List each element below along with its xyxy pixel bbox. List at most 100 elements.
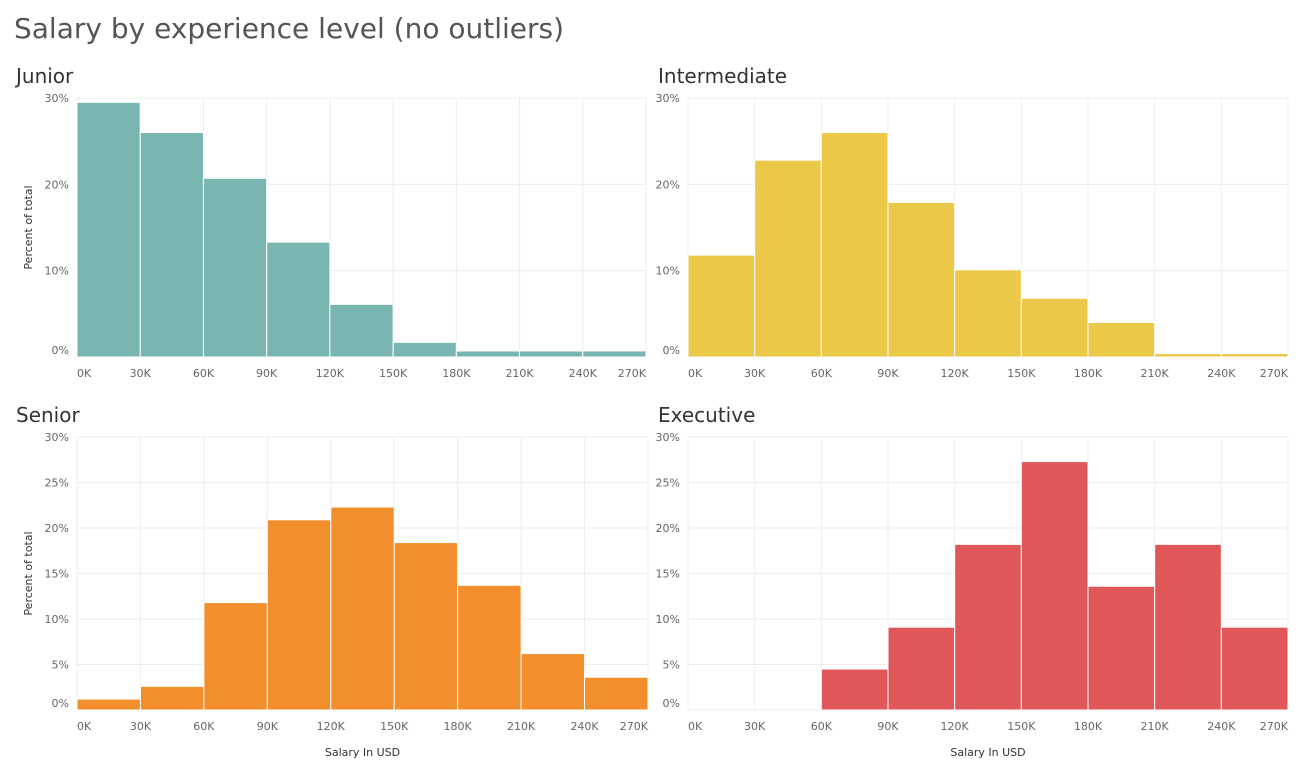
bar xyxy=(457,584,522,711)
y-tick-label: 20% xyxy=(45,178,69,191)
bar xyxy=(887,626,956,711)
bar xyxy=(455,350,521,358)
y-tick-label: 10% xyxy=(45,265,69,278)
bar xyxy=(330,506,395,711)
panel-title-executive: Executive xyxy=(658,403,756,427)
x-tick-label: 0K xyxy=(688,367,703,380)
y-axis-title: Percent of total xyxy=(22,185,35,269)
x-tick-label: 0K xyxy=(688,720,703,733)
x-tick-label: 180K xyxy=(442,367,471,380)
x-tick-label: 60K xyxy=(811,367,833,380)
bar xyxy=(582,350,647,358)
x-tick-label: 120K xyxy=(317,720,346,733)
bar xyxy=(139,685,205,711)
bar xyxy=(1220,353,1289,358)
y-tick-label: 15% xyxy=(45,568,69,581)
y-tick-label: 15% xyxy=(656,568,680,581)
x-tick-label: 90K xyxy=(256,367,278,380)
x-tick-label: 60K xyxy=(193,367,215,380)
x-tick-label: 240K xyxy=(1207,720,1236,733)
x-tick-label: 30K xyxy=(130,367,152,380)
chart-junior: 0% 10% 20% 30% 0K 30K 60K 90K 120K 150K 180K 210K 24… xyxy=(22,92,647,380)
x-tick-label: 270K xyxy=(1260,367,1289,380)
bar xyxy=(954,269,1022,358)
y-axis-title: Percent of total xyxy=(22,531,35,615)
x-tick-label: 150K xyxy=(379,367,408,380)
x-tick-label: 60K xyxy=(811,720,833,733)
x-tick-label: 270K xyxy=(618,367,647,380)
y-tick-label: 30% xyxy=(656,431,680,444)
y-tick-label: 30% xyxy=(656,92,680,105)
y-tick-label: 25% xyxy=(656,477,680,490)
y-tick-label: 10% xyxy=(656,613,680,626)
bar xyxy=(76,101,141,358)
x-tick-label: 30K xyxy=(744,720,766,733)
y-tick-label: 30% xyxy=(45,92,69,105)
x-tick-label: 0K xyxy=(77,720,92,733)
x-tick-label: 270K xyxy=(1260,720,1289,733)
page-title: Salary by experience level (no outliers) xyxy=(14,12,565,45)
bar xyxy=(203,602,268,711)
x-tick-label: 210K xyxy=(505,367,534,380)
bar xyxy=(1020,461,1089,711)
bar xyxy=(1220,626,1289,711)
x-tick-label: 120K xyxy=(941,720,970,733)
y-tick-label: 0% xyxy=(52,697,69,710)
x-tick-label: 210K xyxy=(1141,720,1170,733)
chart-senior: 0% 5% 10% 15% 20% 25% 30% 0K 30K 60K 90K 120K 150K 18… xyxy=(22,431,649,759)
x-tick-label: 60K xyxy=(193,720,215,733)
bar xyxy=(1154,543,1222,711)
bar xyxy=(754,159,822,358)
bar xyxy=(392,341,457,358)
x-axis-title: Salary In USD xyxy=(950,746,1025,759)
bar xyxy=(139,132,204,358)
y-tick-label: 30% xyxy=(45,431,69,444)
bar xyxy=(820,132,889,358)
x-tick-label: 180K xyxy=(444,720,473,733)
bar xyxy=(584,676,649,711)
x-tick-label: 270K xyxy=(620,720,649,733)
y-tick-label: 0% xyxy=(663,344,680,357)
chart-executive: 0% 5% 10% 15% 20% 25% 30% 0K 30K 60K 90K 120K 150K 18… xyxy=(656,431,1289,759)
x-tick-label: 90K xyxy=(257,720,279,733)
bar xyxy=(393,542,459,711)
bar xyxy=(266,519,332,711)
y-tick-label: 10% xyxy=(45,613,69,626)
x-axis-title: Salary In USD xyxy=(325,746,400,759)
bar xyxy=(954,543,1022,711)
x-tick-label: 0K xyxy=(77,367,92,380)
x-tick-label: 180K xyxy=(1074,720,1103,733)
x-tick-label: 120K xyxy=(941,367,970,380)
bar xyxy=(329,303,394,358)
bar xyxy=(1087,585,1156,711)
x-tick-label: 240K xyxy=(569,367,598,380)
panel-title-intermediate: Intermediate xyxy=(658,64,788,88)
y-tick-label: 20% xyxy=(656,522,680,535)
x-tick-label: 120K xyxy=(316,367,345,380)
x-tick-label: 30K xyxy=(744,367,766,380)
x-tick-label: 150K xyxy=(380,720,409,733)
bar xyxy=(519,350,584,358)
bar xyxy=(820,668,889,711)
panel-title-senior: Senior xyxy=(16,403,80,427)
x-tick-label: 210K xyxy=(1141,367,1170,380)
bar xyxy=(520,653,586,711)
chart-intermediate: 0% 10% 20% 30% 0K 30K 60K 90K 120K 150K 180K 210K 24… xyxy=(656,92,1289,380)
bar xyxy=(687,254,756,358)
x-tick-label: 150K xyxy=(1007,367,1036,380)
x-tick-label: 180K xyxy=(1074,367,1103,380)
y-tick-label: 5% xyxy=(52,659,69,672)
x-tick-label: 30K xyxy=(130,720,152,733)
bar xyxy=(76,698,141,711)
y-tick-label: 20% xyxy=(45,522,69,535)
y-tick-label: 5% xyxy=(663,659,680,672)
x-tick-label: 240K xyxy=(1207,367,1236,380)
bar xyxy=(887,201,956,358)
bar xyxy=(202,177,268,358)
y-tick-label: 0% xyxy=(663,697,680,710)
y-tick-label: 0% xyxy=(52,344,69,357)
bar xyxy=(1087,321,1156,358)
bar xyxy=(266,241,331,358)
bar xyxy=(1154,353,1222,358)
